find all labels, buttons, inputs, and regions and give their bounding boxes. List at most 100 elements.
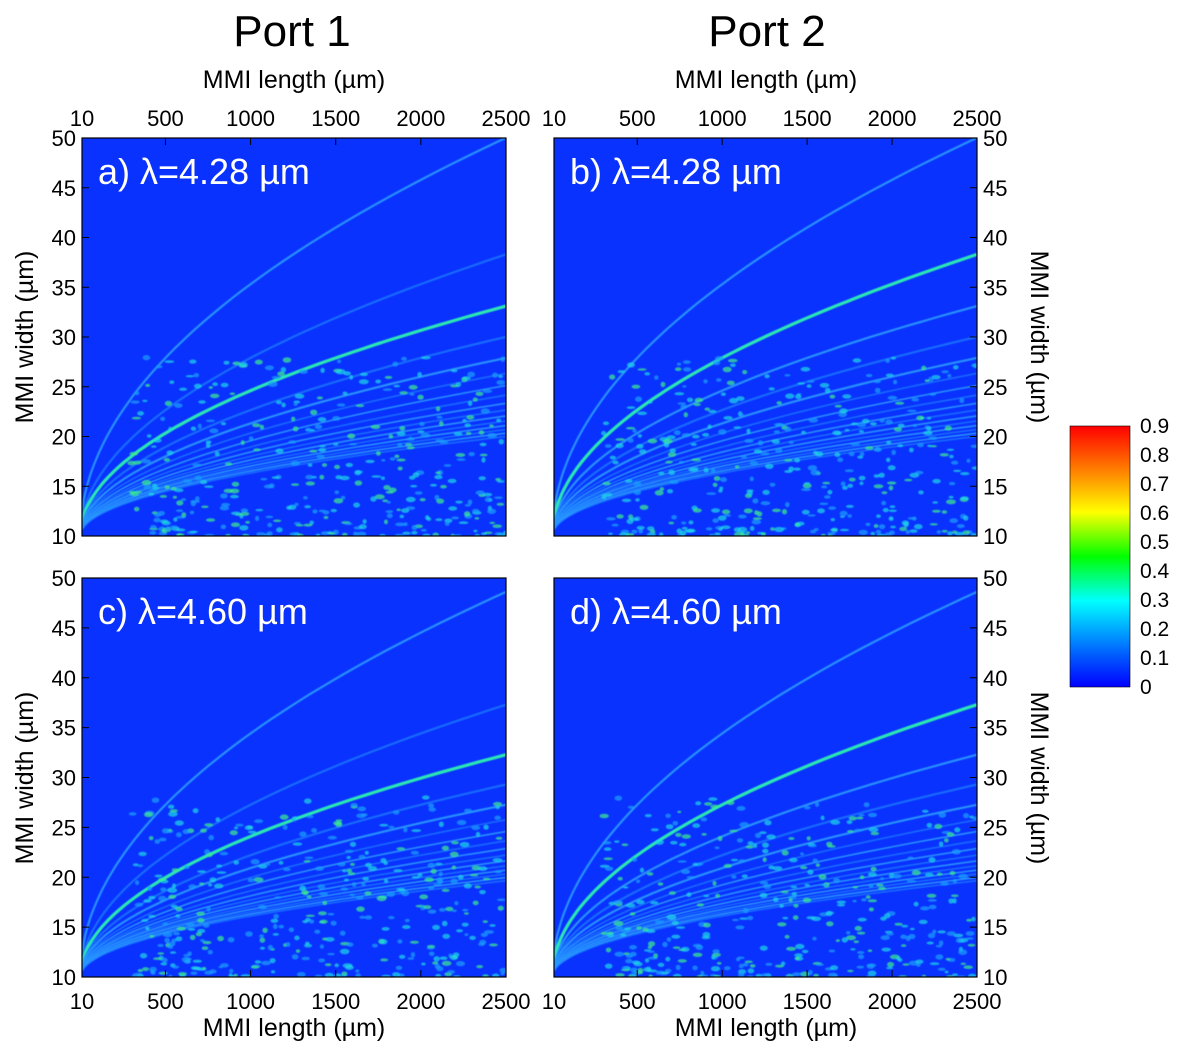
speckle (712, 518, 719, 523)
speckle (356, 531, 367, 536)
speckle (464, 423, 471, 428)
speckle (631, 384, 641, 389)
speckle (724, 966, 731, 971)
speckle (492, 858, 503, 863)
speckle (670, 840, 678, 845)
speckle (342, 532, 348, 536)
speckle (344, 522, 353, 526)
speckle (147, 886, 153, 891)
speckle (708, 533, 715, 536)
speckle (365, 862, 372, 868)
speckle (447, 970, 456, 974)
speckle (176, 533, 185, 536)
speckle (261, 960, 271, 966)
speckle (210, 393, 220, 399)
colorbar-tick-label: 0.5 (1140, 531, 1169, 554)
fringe-curve (554, 753, 977, 964)
speckle (850, 422, 859, 426)
speckle (720, 392, 726, 397)
speckle (142, 355, 151, 361)
speckle (905, 530, 910, 534)
speckle (965, 937, 974, 940)
speckle (132, 972, 142, 977)
speckle (396, 431, 406, 437)
speckle (935, 944, 943, 948)
speckle (617, 876, 623, 881)
speckle (905, 935, 911, 942)
y-tick-label: 10 (52, 965, 76, 990)
speckle (897, 444, 904, 448)
speckle (172, 965, 180, 969)
speckle (399, 954, 406, 959)
speckle (155, 365, 163, 369)
speckle (684, 529, 695, 533)
speckle (692, 952, 703, 957)
speckle (833, 877, 840, 884)
speckle (740, 413, 745, 417)
speckle (341, 971, 348, 976)
speckle (492, 973, 500, 977)
speckle (710, 804, 720, 809)
speckle (411, 829, 422, 833)
fringe-curve (82, 384, 506, 527)
speckle (934, 823, 943, 830)
speckle (327, 952, 335, 956)
speckle (930, 445, 937, 448)
speckle (401, 356, 407, 361)
speckle (636, 926, 642, 930)
speckle (499, 967, 506, 973)
speckle (822, 481, 831, 485)
speckle (318, 509, 326, 513)
speckle (489, 521, 496, 525)
speckle (148, 914, 156, 918)
speckle (946, 499, 956, 505)
speckle (417, 873, 423, 877)
speckle (293, 400, 301, 404)
fringe-curve (554, 384, 977, 527)
speckle (175, 528, 186, 532)
speckle (386, 513, 393, 519)
speckle (436, 498, 445, 504)
speckle (716, 378, 722, 382)
speckle (815, 863, 821, 867)
speckle (179, 387, 188, 391)
speckle (411, 530, 418, 535)
speckle (953, 365, 959, 370)
fringe-curve (554, 402, 977, 528)
speckle (305, 427, 311, 432)
speckle (200, 828, 207, 833)
speckle (867, 899, 878, 903)
speckle (435, 406, 441, 412)
speckle (789, 857, 798, 863)
speckle (209, 428, 219, 434)
speckle (199, 882, 205, 886)
fringe-curve (554, 394, 977, 528)
speckle (145, 383, 151, 387)
speckle (385, 510, 394, 514)
speckle (679, 842, 687, 847)
speckle (347, 433, 356, 439)
speckle (719, 486, 724, 491)
speckle (164, 400, 172, 407)
speckle (309, 919, 315, 924)
speckle (712, 880, 717, 886)
speckle (923, 430, 933, 436)
speckle (701, 833, 707, 836)
speckle (679, 530, 687, 536)
speckle (619, 532, 629, 536)
speckle (393, 869, 403, 873)
speckle (600, 931, 608, 936)
y-tick-label: 10 (983, 524, 1007, 549)
speckle (149, 934, 155, 938)
speckle (765, 962, 773, 966)
speckle (182, 479, 193, 483)
speckle (645, 929, 656, 934)
speckle (856, 422, 867, 428)
speckle (219, 851, 229, 856)
speckle (478, 942, 485, 946)
x-tick-label: 2000 (868, 989, 917, 1014)
speckle (667, 452, 677, 457)
speckle (158, 971, 168, 975)
speckle (273, 913, 279, 920)
speckle (432, 924, 440, 931)
